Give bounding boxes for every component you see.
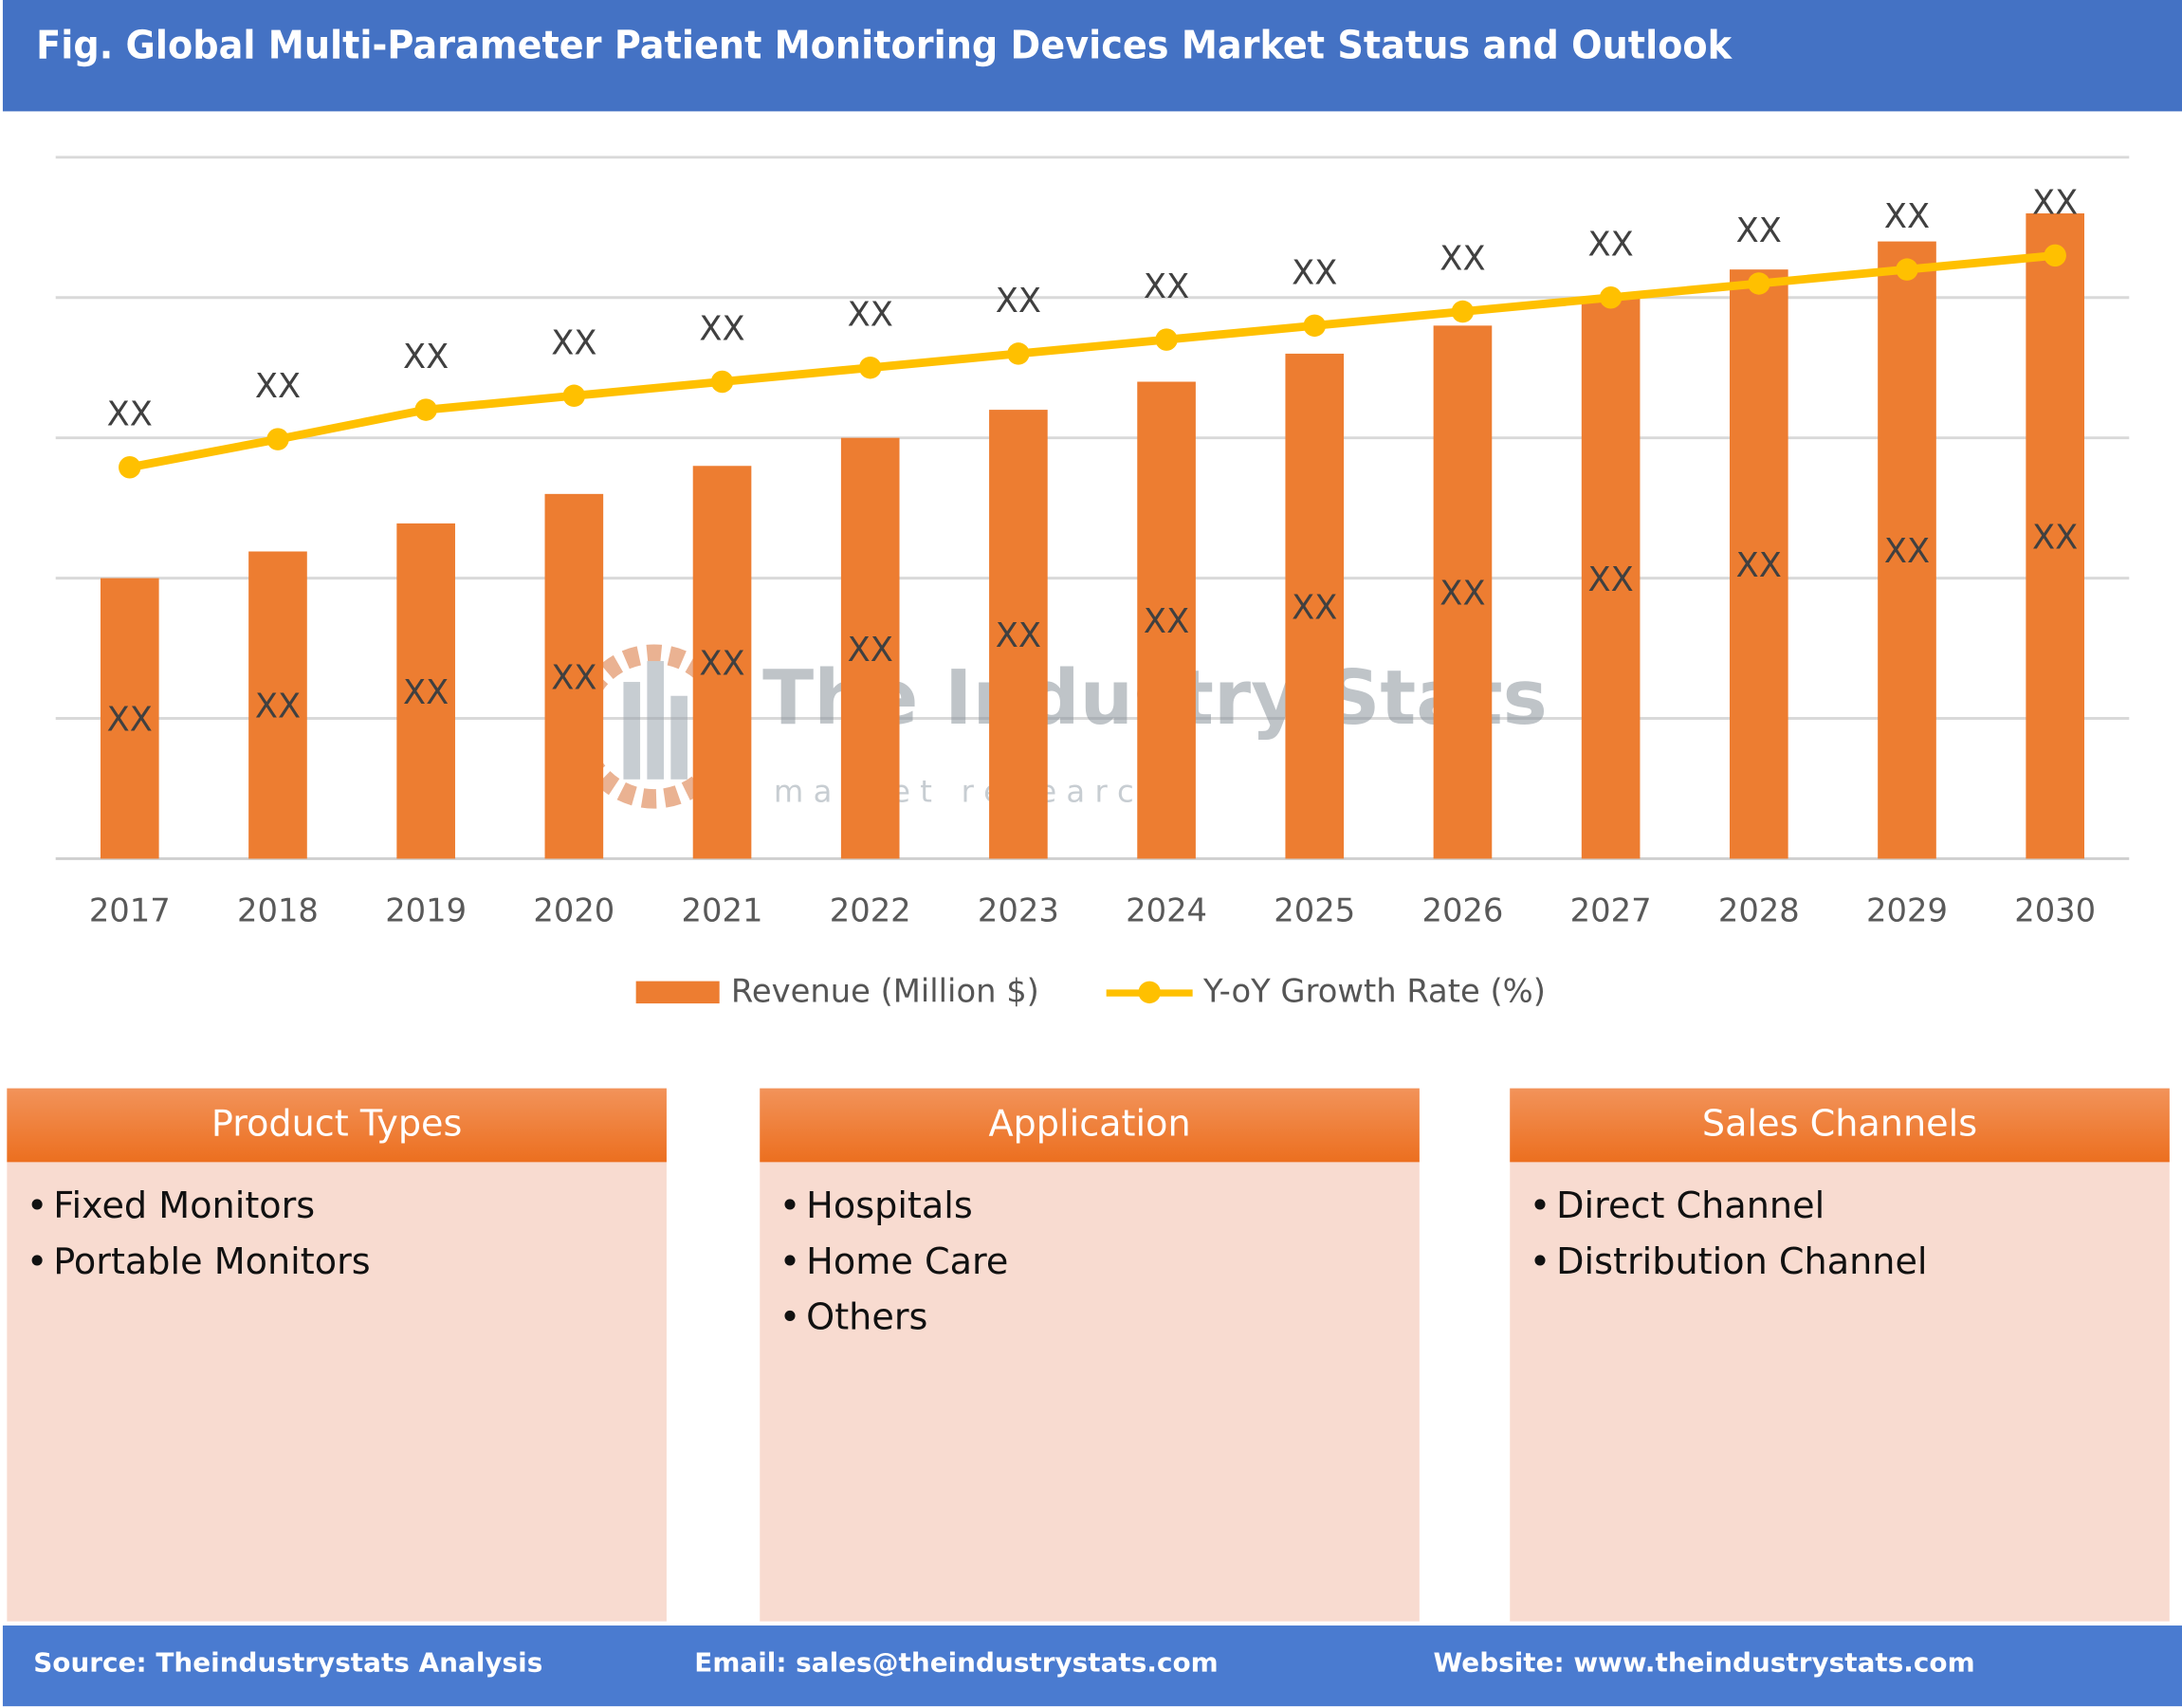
growth-point-2029 bbox=[1896, 258, 1918, 281]
list-item: Others bbox=[779, 1290, 1420, 1346]
bar-2019 bbox=[396, 523, 455, 859]
bar-2030 bbox=[2026, 212, 2085, 859]
line-data-label: XX bbox=[1884, 197, 1930, 236]
growth-point-2028 bbox=[1748, 272, 1770, 295]
bar-2028 bbox=[1729, 269, 1788, 859]
panel-title: Application bbox=[760, 1088, 1420, 1163]
legend-item-growth: Y-oY Growth Rate (%) bbox=[1106, 974, 1546, 1010]
bar-data-label: XX bbox=[403, 673, 449, 712]
bar-2023 bbox=[989, 410, 1048, 859]
chart: The Industry Stats m a r k e t r e s e a… bbox=[55, 156, 2130, 928]
panel-title: Product Types bbox=[7, 1088, 667, 1163]
bar-data-label: XX bbox=[699, 645, 744, 684]
footer-source: Source: Theindustrystats Analysis bbox=[33, 1647, 543, 1679]
x-tick-label: 2025 bbox=[1274, 891, 1355, 928]
legend: Revenue (Million $) Y-oY Growth Rate (%) bbox=[0, 974, 2182, 1010]
growth-point-2021 bbox=[710, 370, 734, 394]
bar-2017 bbox=[100, 578, 159, 859]
x-tick-label: 2017 bbox=[89, 891, 171, 928]
list-item: Fixed Monitors bbox=[27, 1179, 667, 1235]
x-tick-label: 2018 bbox=[237, 891, 319, 928]
bar-data-label: XX bbox=[2032, 518, 2078, 557]
line-data-label: XX bbox=[107, 395, 153, 434]
growth-point-2024 bbox=[1155, 328, 1178, 351]
legend-item-revenue: Revenue (Million $) bbox=[636, 974, 1039, 1010]
bar-data-label: XX bbox=[1587, 560, 1633, 599]
footer: Source: Theindustrystats Analysis Email:… bbox=[2, 1625, 2182, 1707]
bar-data-label: XX bbox=[1736, 546, 1782, 585]
panel-product-types: Product Types Fixed Monitors Portable Mo… bbox=[7, 1088, 667, 1622]
growth-point-2019 bbox=[414, 398, 437, 421]
growth-point-2025 bbox=[1303, 314, 1327, 338]
growth-point-2018 bbox=[266, 428, 289, 450]
line-data-label: XX bbox=[699, 309, 744, 348]
legend-swatch-bar bbox=[636, 981, 721, 1004]
x-tick-label: 2026 bbox=[1421, 891, 1503, 928]
bar-2025 bbox=[1285, 353, 1345, 859]
line-data-label: XX bbox=[403, 338, 449, 376]
line-data-label: XX bbox=[1144, 267, 1189, 306]
bar-2027 bbox=[1581, 297, 1641, 859]
legend-label: Y-oY Growth Rate (%) bbox=[1203, 974, 1546, 1011]
footer-email[interactable]: Email: sales@theindustrystats.com bbox=[694, 1647, 1219, 1679]
x-tick-label: 2022 bbox=[830, 891, 911, 928]
bar-2018 bbox=[248, 551, 307, 859]
figure-title: Fig. Global Multi-Parameter Patient Moni… bbox=[36, 22, 1733, 68]
x-tick-label: 2024 bbox=[1126, 891, 1207, 928]
panel-sales-channels: Sales Channels Direct Channel Distributi… bbox=[1510, 1088, 2170, 1622]
legend-label: Revenue (Million $) bbox=[730, 974, 1039, 1011]
bar-data-label: XX bbox=[255, 688, 301, 726]
line-data-label: XX bbox=[848, 296, 893, 335]
list-item: Distribution Channel bbox=[1530, 1235, 2170, 1291]
bar-2022 bbox=[840, 437, 900, 859]
bar-data-label: XX bbox=[551, 658, 596, 697]
growth-point-2030 bbox=[2044, 244, 2066, 267]
x-tick-label: 2023 bbox=[978, 891, 1059, 928]
growth-line bbox=[128, 250, 2056, 472]
growth-point-2017 bbox=[119, 455, 141, 479]
list-item: Hospitals bbox=[779, 1179, 1420, 1235]
bar-data-label: XX bbox=[996, 616, 1041, 655]
footer-website[interactable]: Website: www.theindustrystats.com bbox=[1433, 1647, 1975, 1679]
line-data-label: XX bbox=[1292, 253, 1337, 292]
growth-point-2023 bbox=[1007, 342, 1030, 365]
x-tick-label: 2020 bbox=[533, 891, 614, 928]
x-tick-label: 2028 bbox=[1718, 891, 1800, 928]
growth-point-2027 bbox=[1599, 286, 1623, 309]
bar-data-label: XX bbox=[107, 701, 153, 740]
bar-data-label: XX bbox=[1292, 588, 1337, 627]
title-bar: Fig. Global Multi-Parameter Patient Moni… bbox=[2, 0, 2182, 112]
x-tick-label: 2019 bbox=[385, 891, 467, 928]
list-item: Direct Channel bbox=[1530, 1179, 2170, 1235]
line-data-label: XX bbox=[255, 367, 301, 406]
watermark-tagline: m a r k e t r e s e a r c h bbox=[774, 773, 1164, 809]
bar-data-label: XX bbox=[1439, 575, 1485, 614]
bar-2026 bbox=[1433, 325, 1493, 859]
line-data-label: XX bbox=[1736, 211, 1782, 250]
bar-data-label: XX bbox=[1144, 602, 1189, 641]
line-data-label: XX bbox=[1587, 226, 1633, 265]
bar-data-label: XX bbox=[1884, 532, 1930, 571]
line-data-label: XX bbox=[1439, 240, 1485, 279]
growth-point-2026 bbox=[1451, 300, 1475, 323]
x-tick-label: 2021 bbox=[682, 891, 763, 928]
bar-2021 bbox=[692, 466, 752, 859]
bar-2024 bbox=[1137, 381, 1196, 859]
x-tick-label: 2030 bbox=[2014, 891, 2096, 928]
x-tick-label: 2029 bbox=[1866, 891, 1948, 928]
list-item: Portable Monitors bbox=[27, 1235, 667, 1291]
bar-2020 bbox=[544, 493, 604, 859]
line-data-label: XX bbox=[996, 282, 1041, 321]
bar-data-label: XX bbox=[848, 631, 893, 670]
bar-2029 bbox=[1878, 241, 1936, 859]
growth-point-2020 bbox=[562, 384, 586, 408]
panel-application: Application Hospitals Home Care Others bbox=[760, 1088, 1420, 1622]
line-data-label: XX bbox=[2032, 183, 2078, 222]
legend-swatch-line bbox=[1106, 981, 1193, 1004]
list-item: Home Care bbox=[779, 1235, 1420, 1291]
growth-point-2022 bbox=[858, 356, 882, 379]
panel-title: Sales Channels bbox=[1510, 1088, 2170, 1163]
line-data-label: XX bbox=[551, 323, 596, 362]
x-tick-label: 2027 bbox=[1570, 891, 1652, 928]
